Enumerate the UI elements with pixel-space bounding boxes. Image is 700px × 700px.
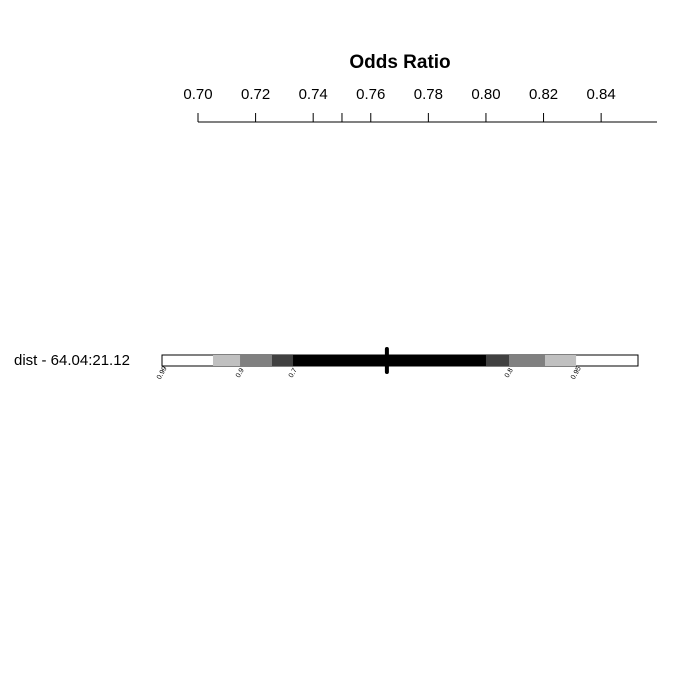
level-label: 0.99 [156,365,169,380]
level-label: 0.9 [235,367,246,379]
level-label: 0.95 [570,365,583,380]
interval-band [293,355,486,366]
x-tick-label: 0.72 [241,86,270,103]
x-tick-label: 0.84 [587,86,616,103]
level-label: 0.7 [288,367,299,379]
x-tick-label: 0.80 [471,86,500,103]
chart-title: Odds Ratio [349,52,450,73]
x-tick-label: 0.76 [356,86,385,103]
x-tick-label: 0.70 [183,86,212,103]
row-label: dist - 64.04:21.12 [14,352,130,369]
x-tick-label: 0.82 [529,86,558,103]
x-tick-label: 0.78 [414,86,443,103]
level-label: 0.8 [504,367,515,379]
x-tick-label: 0.74 [299,86,328,103]
